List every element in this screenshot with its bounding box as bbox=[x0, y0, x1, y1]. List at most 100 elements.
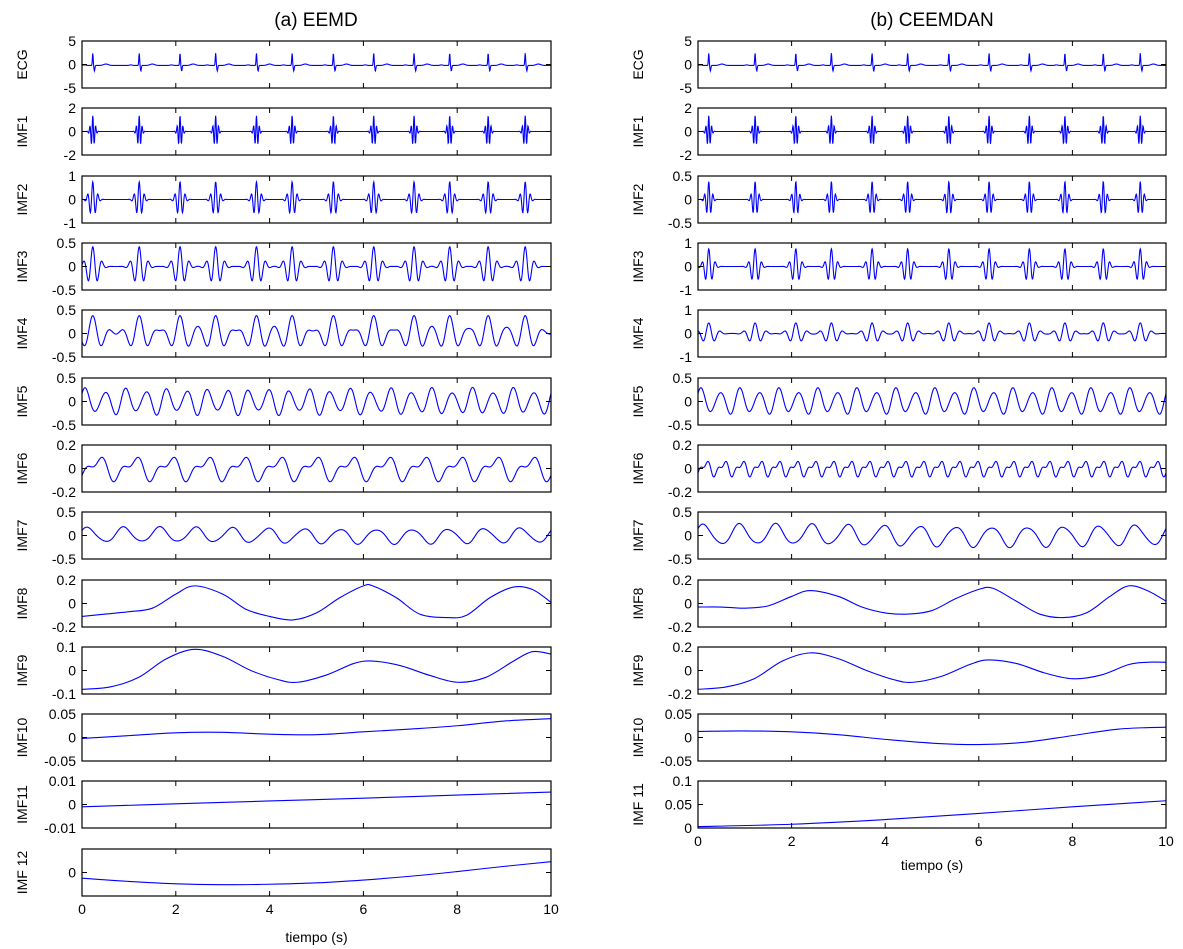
panel-title: (a) EEMD bbox=[274, 10, 357, 31]
subplot-imf7: 0.5 0 -0.5 IMF7 bbox=[630, 504, 1167, 567]
y-tick-label: 0 bbox=[684, 663, 692, 679]
y-tick-label: 0.5 bbox=[673, 168, 693, 184]
subplot-imf2: 0.5 0 -0.5 IMF2 bbox=[630, 168, 1167, 231]
series-line bbox=[82, 245, 551, 282]
y-tick-label: 0.05 bbox=[665, 797, 692, 813]
subplot-imf5: 0.5 0 -0.5 IMF5 bbox=[630, 370, 1167, 433]
y-tick-label: 0 bbox=[68, 596, 76, 612]
y-axis-label: IMF8 bbox=[630, 587, 646, 619]
y-axis-label: IMF7 bbox=[14, 519, 30, 551]
subplot-imf4: 0.5 0 -0.5 IMF4 bbox=[14, 302, 552, 365]
series-line bbox=[698, 460, 1166, 478]
y-tick-label: 0 bbox=[684, 528, 692, 544]
axes-box bbox=[81, 646, 552, 695]
subplot-imf9: 0.2 0 -0.2 IMF9 bbox=[630, 639, 1167, 702]
y-tick-label: 2 bbox=[684, 100, 692, 116]
y-tick-label: 0.2 bbox=[673, 572, 693, 588]
x-tick-label: 2 bbox=[172, 901, 180, 917]
y-axis-label: IMF7 bbox=[630, 519, 646, 551]
y-tick-label: 0 bbox=[684, 57, 692, 73]
y-tick-label: -1 bbox=[680, 349, 693, 365]
y-tick-label: 0.05 bbox=[665, 706, 692, 722]
series-line bbox=[82, 386, 551, 417]
y-axis-label: IMF6 bbox=[14, 452, 30, 484]
y-tick-label: 0.5 bbox=[57, 235, 77, 251]
series-line bbox=[698, 652, 1166, 690]
y-tick-label: 0 bbox=[684, 730, 692, 746]
subplot-imf12: 0 IMF 12 0 2 4 6 8 10 tiempo (s) bbox=[14, 848, 559, 945]
subplot-imf11: 0.01 0 -0.01 IMF11 bbox=[14, 773, 552, 836]
series-line bbox=[82, 53, 551, 74]
subplot-imf11: 0.1 0.05 0 IMF 11 0 2 4 6 8 10 tiempo (s) bbox=[630, 773, 1174, 873]
series-line bbox=[82, 115, 551, 145]
y-tick-label: -5 bbox=[680, 80, 693, 96]
x-tick-label: 0 bbox=[78, 901, 86, 917]
series-line bbox=[698, 522, 1166, 549]
subplot-imf10: 0.05 0 -0.05 IMF10 bbox=[630, 706, 1167, 769]
y-tick-label: 0.01 bbox=[49, 773, 76, 789]
subplot-imf6: 0.2 0 -0.2 IMF6 bbox=[14, 437, 552, 500]
y-axis-label: IMF1 bbox=[14, 115, 30, 147]
y-tick-label: 0.2 bbox=[57, 572, 77, 588]
axes-box bbox=[697, 780, 1167, 829]
axes-box bbox=[697, 511, 1167, 560]
subplot-imf9: 0.1 0 -0.1 IMF9 bbox=[14, 639, 552, 702]
y-tick-label: -2 bbox=[64, 147, 77, 163]
x-axis-label: tiempo (s) bbox=[285, 929, 347, 945]
y-tick-label: -0.2 bbox=[52, 484, 76, 500]
series-line bbox=[82, 583, 551, 621]
y-tick-label: -0.05 bbox=[660, 753, 692, 769]
series-line bbox=[82, 861, 551, 886]
y-axis-label: IMF3 bbox=[14, 250, 30, 282]
series-line bbox=[82, 791, 551, 808]
x-tick-label: 0 bbox=[694, 833, 702, 849]
subplot-imf3: 1 0 -1 IMF3 bbox=[630, 235, 1167, 298]
y-tick-label: 0.05 bbox=[49, 706, 76, 722]
x-tick-label: 10 bbox=[1158, 833, 1174, 849]
y-tick-label: 0 bbox=[68, 865, 76, 881]
y-tick-label: 0 bbox=[68, 461, 76, 477]
series-line bbox=[698, 115, 1166, 145]
y-tick-label: -0.1 bbox=[52, 686, 76, 702]
y-axis-label: IMF3 bbox=[630, 250, 646, 282]
y-tick-label: -0.5 bbox=[52, 349, 76, 365]
y-tick-label: -0.5 bbox=[52, 282, 76, 298]
y-axis-label: ECG bbox=[630, 49, 646, 79]
axes-box bbox=[697, 713, 1167, 762]
x-tick-label: 6 bbox=[975, 833, 983, 849]
subplot-imf8: 0.2 0 -0.2 IMF8 bbox=[630, 572, 1167, 635]
series-line bbox=[698, 322, 1166, 342]
subplot-imf8: 0.2 0 -0.2 IMF8 bbox=[14, 572, 552, 635]
x-tick-label: 10 bbox=[543, 901, 559, 917]
y-tick-label: 0 bbox=[684, 596, 692, 612]
x-tick-label: 8 bbox=[1069, 833, 1077, 849]
series-line bbox=[698, 800, 1166, 828]
series-line bbox=[698, 726, 1166, 746]
y-tick-label: 1 bbox=[68, 168, 76, 184]
panel-ceemdan: (b) CEEMDAN50-5ECG20-2IMF10.50-0.5IMF210… bbox=[630, 10, 1174, 873]
y-tick-label: 0 bbox=[684, 820, 692, 836]
y-tick-label: 0 bbox=[68, 528, 76, 544]
y-tick-label: -0.2 bbox=[668, 686, 692, 702]
y-tick-label: 1 bbox=[684, 235, 692, 251]
subplot-imf1: 2 0 -2 IMF1 bbox=[14, 100, 552, 163]
y-tick-label: 2 bbox=[68, 100, 76, 116]
y-axis-label: IMF8 bbox=[14, 587, 30, 619]
y-axis-label: IMF4 bbox=[14, 317, 30, 349]
y-axis-label: IMF1 bbox=[630, 115, 646, 147]
y-tick-label: 0 bbox=[68, 124, 76, 140]
y-tick-label: 0.1 bbox=[673, 773, 693, 789]
y-axis-label: IMF5 bbox=[630, 385, 646, 417]
y-tick-label: 0.5 bbox=[57, 504, 77, 520]
subplot-imf7: 0.5 0 -0.5 IMF7 bbox=[14, 504, 552, 567]
y-tick-label: 0.5 bbox=[673, 504, 693, 520]
axes-box bbox=[81, 444, 552, 493]
subplot-imf2: 1 0 -1 IMF2 bbox=[14, 168, 552, 231]
axes-box bbox=[81, 579, 552, 628]
y-tick-label: 0.5 bbox=[57, 302, 77, 318]
y-tick-label: -1 bbox=[64, 215, 77, 231]
subplot-ecg: 5 0 -5 ECG bbox=[14, 33, 552, 96]
x-tick-label: 4 bbox=[266, 901, 274, 917]
